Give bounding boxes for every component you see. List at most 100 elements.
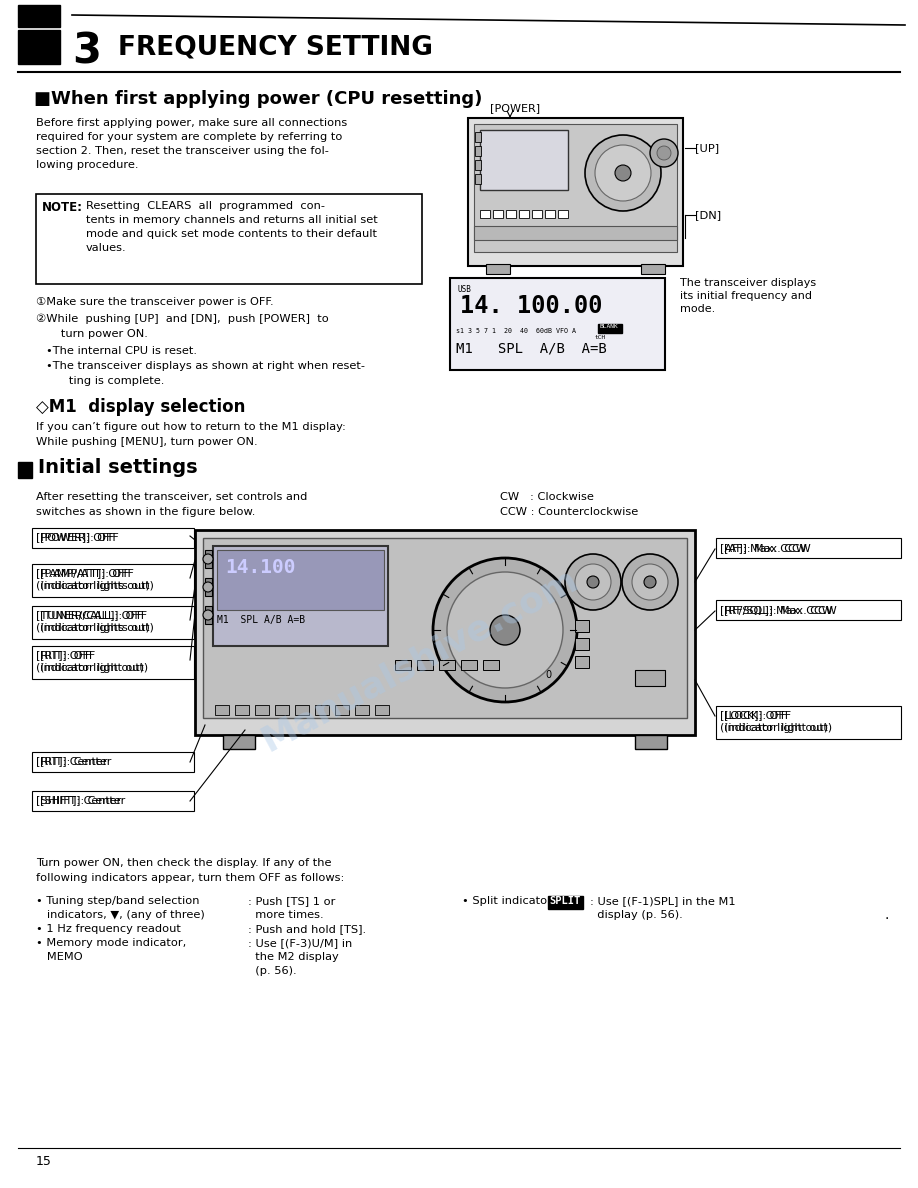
Circle shape bbox=[447, 571, 563, 688]
Circle shape bbox=[490, 615, 520, 645]
Circle shape bbox=[657, 146, 671, 160]
Text: If you can’t figure out how to return to the M1 display:: If you can’t figure out how to return to… bbox=[36, 422, 346, 432]
Circle shape bbox=[632, 564, 668, 600]
Text: CCW : Counterclockwise: CCW : Counterclockwise bbox=[500, 507, 638, 517]
Text: Manualshive.com: Manualshive.com bbox=[256, 562, 584, 758]
Bar bbox=[480, 210, 490, 219]
Bar bbox=[716, 600, 901, 620]
Text: M1   SPL  A/B  A=B: M1 SPL A/B A=B bbox=[456, 342, 607, 356]
Circle shape bbox=[565, 554, 621, 609]
Circle shape bbox=[575, 564, 611, 600]
Text: (indicator lights out): (indicator lights out) bbox=[36, 581, 150, 590]
Bar bbox=[32, 752, 194, 772]
Text: Turn power ON, then check the display. If any of the: Turn power ON, then check the display. I… bbox=[36, 858, 331, 868]
Bar bbox=[205, 550, 212, 568]
Text: (indicator lights out): (indicator lights out) bbox=[40, 581, 154, 590]
Bar bbox=[315, 704, 329, 715]
Text: M1  SPL A/B A=B: M1 SPL A/B A=B bbox=[217, 615, 305, 625]
Text: After resetting the transceiver, set controls and: After resetting the transceiver, set con… bbox=[36, 492, 308, 503]
Text: [POWER]: [POWER] bbox=[490, 103, 540, 113]
Text: [RIT]: OFF: [RIT]: OFF bbox=[40, 650, 95, 661]
Text: [LOCK]: OFF: [LOCK]: OFF bbox=[720, 710, 787, 720]
Text: ■When first applying power (CPU resetting): ■When first applying power (CPU resettin… bbox=[34, 90, 482, 108]
Bar bbox=[548, 896, 583, 909]
Bar bbox=[558, 210, 568, 219]
Text: : Use [(F-1)SPL] in the M1: : Use [(F-1)SPL] in the M1 bbox=[590, 896, 735, 906]
Text: Resetting  CLEARS  all  programmed  con-
tents in memory channels and returns al: Resetting CLEARS all programmed con- ten… bbox=[86, 201, 377, 253]
Text: (indicator lights out): (indicator lights out) bbox=[36, 623, 150, 633]
Text: USB: USB bbox=[458, 285, 472, 293]
Text: ting is complete.: ting is complete. bbox=[58, 375, 164, 386]
Bar bbox=[635, 735, 667, 748]
Bar bbox=[255, 704, 269, 715]
Text: tCH: tCH bbox=[595, 335, 606, 340]
Text: : Push [TS] 1 or: : Push [TS] 1 or bbox=[248, 896, 335, 906]
Text: •The internal CPU is reset.: •The internal CPU is reset. bbox=[46, 346, 197, 356]
Text: CW   : Clockwise: CW : Clockwise bbox=[500, 492, 594, 503]
Text: [RF/SQL]: Max. CCW: [RF/SQL]: Max. CCW bbox=[720, 605, 833, 615]
Text: .: . bbox=[885, 908, 890, 922]
Bar bbox=[235, 704, 249, 715]
Text: [POWER]: OFF: [POWER]: OFF bbox=[36, 532, 115, 542]
Bar bbox=[483, 661, 499, 670]
Text: • Tuning step/band selection: • Tuning step/band selection bbox=[36, 896, 199, 906]
Circle shape bbox=[622, 554, 678, 609]
Text: switches as shown in the figure below.: switches as shown in the figure below. bbox=[36, 507, 255, 517]
Circle shape bbox=[203, 582, 213, 592]
Text: [POWER]: OFF: [POWER]: OFF bbox=[40, 532, 118, 542]
Text: [P.AMP/ATT]: OFF: [P.AMP/ATT]: OFF bbox=[36, 568, 129, 579]
Text: (indicator light out): (indicator light out) bbox=[40, 663, 148, 672]
Bar bbox=[474, 226, 677, 240]
Bar bbox=[32, 606, 194, 639]
Bar bbox=[18, 30, 60, 64]
Bar bbox=[532, 210, 542, 219]
Text: [SHIFT]: Center: [SHIFT]: Center bbox=[40, 795, 125, 805]
Bar bbox=[506, 210, 516, 219]
Bar bbox=[716, 706, 901, 739]
Circle shape bbox=[644, 576, 656, 588]
Text: more times.: more times. bbox=[248, 910, 324, 920]
Bar bbox=[519, 210, 529, 219]
Text: [AF]: Max. CCW: [AF]: Max. CCW bbox=[724, 543, 811, 552]
Bar bbox=[195, 530, 695, 735]
Text: 15: 15 bbox=[36, 1155, 52, 1168]
Text: MEMO: MEMO bbox=[36, 952, 83, 962]
Bar bbox=[468, 118, 683, 266]
Bar bbox=[486, 264, 510, 274]
Text: ①Make sure the transceiver power is OFF.: ①Make sure the transceiver power is OFF. bbox=[36, 297, 274, 307]
Text: The transceiver displays: The transceiver displays bbox=[680, 278, 816, 287]
Bar bbox=[575, 638, 589, 650]
Bar bbox=[417, 661, 433, 670]
Bar bbox=[475, 160, 481, 170]
Text: [AF]: Max. CCW: [AF]: Max. CCW bbox=[720, 543, 807, 552]
Bar bbox=[475, 132, 481, 143]
Text: [SHIFT]: Center: [SHIFT]: Center bbox=[36, 795, 121, 805]
Bar bbox=[395, 661, 411, 670]
Text: BLANK: BLANK bbox=[599, 324, 618, 329]
Bar bbox=[275, 704, 289, 715]
Bar bbox=[575, 620, 589, 632]
Bar bbox=[474, 124, 677, 252]
Circle shape bbox=[433, 558, 577, 702]
Bar bbox=[475, 173, 481, 184]
Bar bbox=[335, 704, 349, 715]
Text: [RIT]: Center: [RIT]: Center bbox=[36, 756, 107, 766]
Bar bbox=[215, 704, 229, 715]
Text: display (p. 56).: display (p. 56). bbox=[590, 910, 683, 920]
Circle shape bbox=[587, 576, 599, 588]
Text: following indicators appear, turn them OFF as follows:: following indicators appear, turn them O… bbox=[36, 873, 344, 883]
Bar bbox=[205, 579, 212, 596]
Bar bbox=[32, 564, 194, 598]
Text: [LOCK]: OFF: [LOCK]: OFF bbox=[724, 710, 791, 720]
Bar bbox=[375, 704, 389, 715]
Bar bbox=[32, 791, 194, 811]
Text: turn power ON.: turn power ON. bbox=[50, 329, 148, 339]
Text: (indicator light out): (indicator light out) bbox=[36, 663, 144, 672]
Bar bbox=[18, 5, 60, 27]
Text: (indicator lights out): (indicator lights out) bbox=[40, 623, 154, 633]
Text: 14.100: 14.100 bbox=[225, 558, 296, 577]
Text: : Use [(F-3)U/M] in: : Use [(F-3)U/M] in bbox=[248, 939, 353, 948]
Text: While pushing [MENU], turn power ON.: While pushing [MENU], turn power ON. bbox=[36, 437, 258, 447]
Text: (indicator light out): (indicator light out) bbox=[724, 723, 832, 733]
Circle shape bbox=[203, 609, 213, 620]
